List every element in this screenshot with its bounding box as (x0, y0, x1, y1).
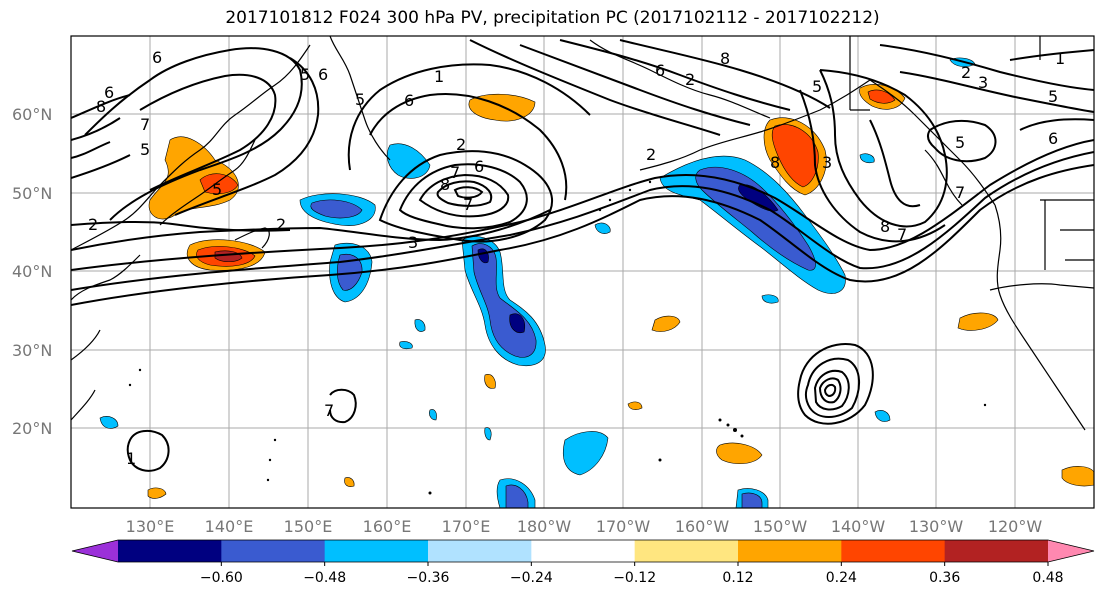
contour-label: 6 (1048, 129, 1058, 148)
contour-label: 2 (685, 70, 695, 89)
colorbar-segment (428, 540, 532, 562)
colorbar-tick-label: 0.36 (929, 570, 960, 586)
map-area (71, 36, 1094, 508)
colorbar-segment (221, 540, 326, 562)
contour-label: 8 (880, 217, 890, 236)
colorbar-segment (531, 540, 636, 562)
lon-label: 130°E (126, 517, 175, 536)
contour-label: 2 (646, 145, 656, 164)
contour-label: 5 (300, 65, 310, 84)
contour-label: 1 (126, 449, 136, 468)
lon-label: 150°E (284, 517, 333, 536)
lon-label: 170°W (596, 517, 651, 536)
contour-label: 7 (463, 195, 473, 214)
colorbar-segment (324, 540, 429, 562)
contour-label: 6 (152, 48, 162, 67)
precip-shading (99, 57, 1094, 508)
lon-label: 160°E (363, 517, 412, 536)
contour-label: 2 (961, 63, 971, 82)
contour-label: 6 (318, 65, 328, 84)
contour-label: 2 (88, 215, 98, 234)
contour-label: 5 (955, 133, 965, 152)
contour-label: 1 (1055, 49, 1065, 68)
pv-contours (71, 39, 1094, 472)
lon-label: 170°E (442, 517, 491, 536)
contour-label: 7 (897, 225, 907, 244)
colorbar-extend-min (72, 540, 118, 562)
contour-label: 5 (212, 180, 222, 199)
contour-label: 7 (324, 401, 334, 420)
contour-label: 2 (276, 215, 286, 234)
colorbar-tick-label: 0.48 (1032, 570, 1063, 586)
colorbar-extend-max (1048, 540, 1094, 562)
contour-label: 7 (955, 183, 965, 202)
contour-label: 5 (355, 90, 365, 109)
contour-label: 1 (434, 67, 444, 86)
colorbar-tick-label: −0.12 (613, 570, 656, 586)
contour-label: 5 (1048, 87, 1058, 106)
lon-label: 140°E (205, 517, 254, 536)
colorbar-segment (841, 540, 946, 562)
colorbar-tick-label: −0.60 (200, 570, 243, 586)
lat-label: 20°N (12, 419, 52, 438)
lat-label: 60°N (12, 105, 52, 124)
lon-label: 130°W (909, 517, 964, 536)
colorbar-segment (634, 540, 739, 562)
contour-label: 5 (140, 140, 150, 159)
lon-label: 160°W (675, 517, 730, 536)
colorbar-tick-label: 0.24 (826, 570, 857, 586)
lat-label: 30°N (12, 341, 52, 360)
lon-label: 120°W (988, 517, 1043, 536)
contour-label: 8 (770, 153, 780, 172)
colorbar-tick-label: −0.48 (303, 570, 346, 586)
contour-label: 8 (96, 97, 106, 116)
lon-label: 150°W (753, 517, 808, 536)
lat-label: 40°N (12, 262, 52, 281)
latitude-labels: 60°N 50°N 40°N 30°N 20°N (12, 105, 52, 438)
colorbar-segment (738, 540, 842, 562)
longitude-labels: 130°E 140°E 150°E 160°E 170°E 180°W 170°… (126, 517, 1043, 536)
contour-label: 6 (104, 83, 114, 102)
map-frame (70, 35, 1095, 509)
contour-label: 2 (456, 135, 466, 154)
contour-label: 3 (408, 233, 418, 252)
contour-label: 7 (450, 163, 460, 182)
colorbar-tick-label: 0.12 (722, 570, 753, 586)
map-title: 2017101812 F024 300 hPa PV, precipitatio… (225, 8, 880, 28)
lon-label: 180°W (517, 517, 572, 536)
contour-label: 6 (404, 91, 414, 110)
contour-label: 6 (474, 157, 484, 176)
colorbar: −0.60 −0.48 −0.36 −0.24 −0.12 0.12 0.24 0.36 0.4… (71, 539, 1095, 586)
contour-label: 3 (978, 73, 988, 92)
contour-label: 3 (822, 153, 832, 172)
colorbar-tick-label: −0.24 (510, 570, 553, 586)
contour-label: 8 (720, 49, 730, 68)
colorbar-segment (944, 540, 1049, 562)
contour-label: 6 (655, 61, 665, 80)
lat-label: 50°N (12, 184, 52, 203)
contour-labels: 6 8 6 5 7 5 5 2 2 6 1 5 6 7 2 6 8 7 3 2 … (88, 48, 1065, 468)
contour-label: 8 (440, 175, 450, 194)
contour-label: 5 (812, 77, 822, 96)
lon-label: 140°W (831, 517, 886, 536)
colorbar-tick-label: −0.36 (407, 570, 450, 586)
colorbar-segment (118, 540, 222, 562)
graticule (71, 36, 1094, 508)
coastlines (71, 36, 1094, 431)
contour-label: 7 (140, 115, 150, 134)
